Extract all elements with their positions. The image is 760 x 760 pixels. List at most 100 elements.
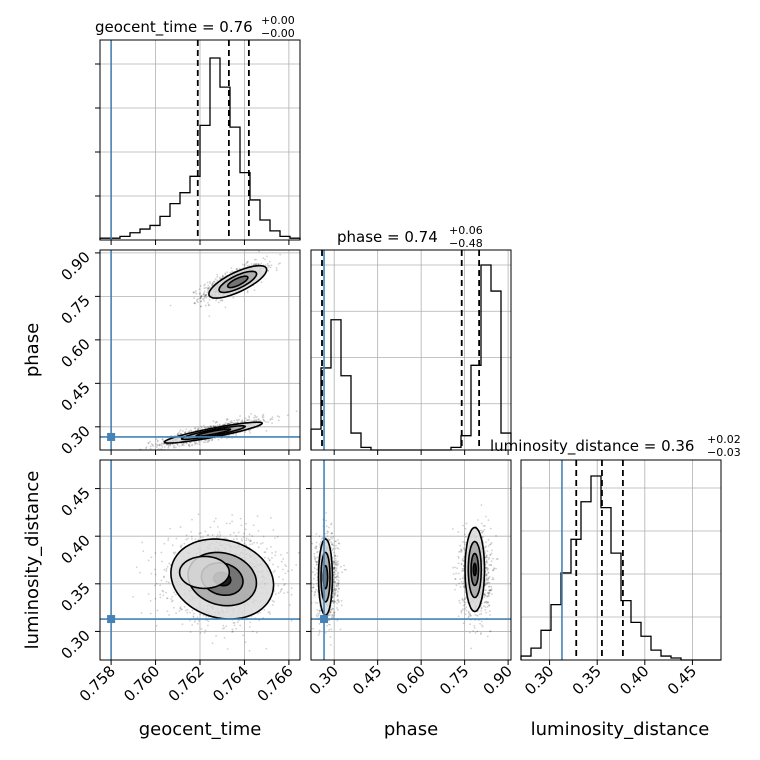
sample-point (200, 295, 203, 298)
sample-point (167, 537, 170, 540)
sample-point (490, 588, 493, 591)
sample-point (462, 564, 465, 567)
sample-point (230, 420, 233, 422)
sample-point (329, 611, 332, 614)
sample-point (197, 428, 200, 430)
sample-point (454, 578, 456, 580)
sample-point (200, 296, 202, 298)
sample-point (274, 593, 277, 595)
sample-point (171, 599, 174, 602)
sample-point (197, 298, 200, 300)
sample-point (272, 571, 275, 573)
sample-point (271, 552, 273, 554)
sample-point (313, 567, 316, 569)
sample-point (169, 444, 171, 447)
sample-point (244, 431, 247, 433)
sample-point (211, 282, 214, 284)
sample-point (331, 543, 333, 546)
sample-point (172, 551, 175, 554)
sample-point (464, 527, 467, 530)
sample-point (260, 281, 263, 284)
sample-point (330, 614, 332, 616)
sample-point (214, 425, 217, 428)
sample-point (182, 430, 184, 432)
sample-point (214, 437, 216, 440)
sample-point (270, 545, 272, 548)
sample-point (165, 591, 167, 594)
sample-point (195, 441, 197, 443)
sample-point (336, 585, 339, 588)
sample-point (461, 559, 464, 561)
sample-point (334, 561, 337, 564)
sample-point (265, 647, 268, 650)
sample-point (467, 616, 470, 619)
sample-point (487, 538, 490, 541)
sample-point (277, 565, 279, 568)
sample-point (130, 451, 132, 453)
sample-point (207, 624, 209, 627)
sample-point (216, 525, 219, 528)
sample-point (264, 258, 267, 261)
sample-point (315, 547, 318, 550)
sample-point (493, 568, 495, 571)
sample-point (169, 527, 171, 530)
sample-point (232, 296, 235, 299)
sample-point (452, 566, 454, 569)
sample-point (289, 603, 291, 606)
sample-point (267, 611, 270, 614)
sample-point (196, 442, 199, 445)
sample-point (271, 416, 274, 419)
sample-point (177, 432, 180, 435)
sample-point (208, 315, 211, 318)
sample-point (199, 292, 201, 295)
sample-point (207, 287, 210, 290)
sample-point (162, 439, 165, 442)
sample-point (211, 439, 213, 442)
sample-point (327, 531, 330, 533)
sample-point (318, 631, 321, 634)
sample-point (483, 592, 486, 595)
sample-point (246, 264, 248, 267)
sample-point (150, 556, 153, 559)
sample-point (484, 594, 487, 596)
sample-point (248, 649, 251, 652)
sample-point (472, 630, 475, 632)
sample-point (207, 301, 209, 304)
sample-point (465, 609, 468, 612)
contour-level (226, 275, 249, 289)
sample-point (211, 283, 214, 286)
sample-point (156, 609, 159, 612)
sample-point (279, 554, 282, 556)
sample-point (332, 567, 335, 569)
sample-point (332, 590, 335, 593)
sample-point (328, 628, 331, 631)
sample-point (229, 422, 232, 425)
sample-point (208, 299, 211, 301)
sample-point (207, 440, 210, 443)
sample-point (327, 614, 330, 617)
sample-point (485, 554, 488, 557)
sample-point (190, 535, 193, 538)
sample-point (200, 425, 203, 428)
sample-point (203, 292, 205, 295)
sample-point (195, 292, 198, 295)
sample-point (340, 599, 343, 602)
sample-point (462, 560, 465, 562)
sample-point (324, 631, 327, 634)
sample-point (485, 559, 488, 561)
sample-point (286, 552, 289, 554)
sample-point (318, 609, 321, 612)
sample-point (272, 529, 275, 531)
sample-point (229, 420, 232, 423)
sample-point (237, 531, 240, 534)
sample-point (319, 541, 322, 544)
sample-point (330, 522, 333, 525)
sample-point (311, 571, 314, 574)
sample-point (204, 530, 207, 533)
sample-point (264, 551, 267, 554)
sample-point (147, 559, 150, 562)
sample-point (207, 288, 210, 290)
sample-point (166, 565, 169, 568)
sample-point (318, 535, 321, 538)
sample-point (334, 569, 337, 571)
